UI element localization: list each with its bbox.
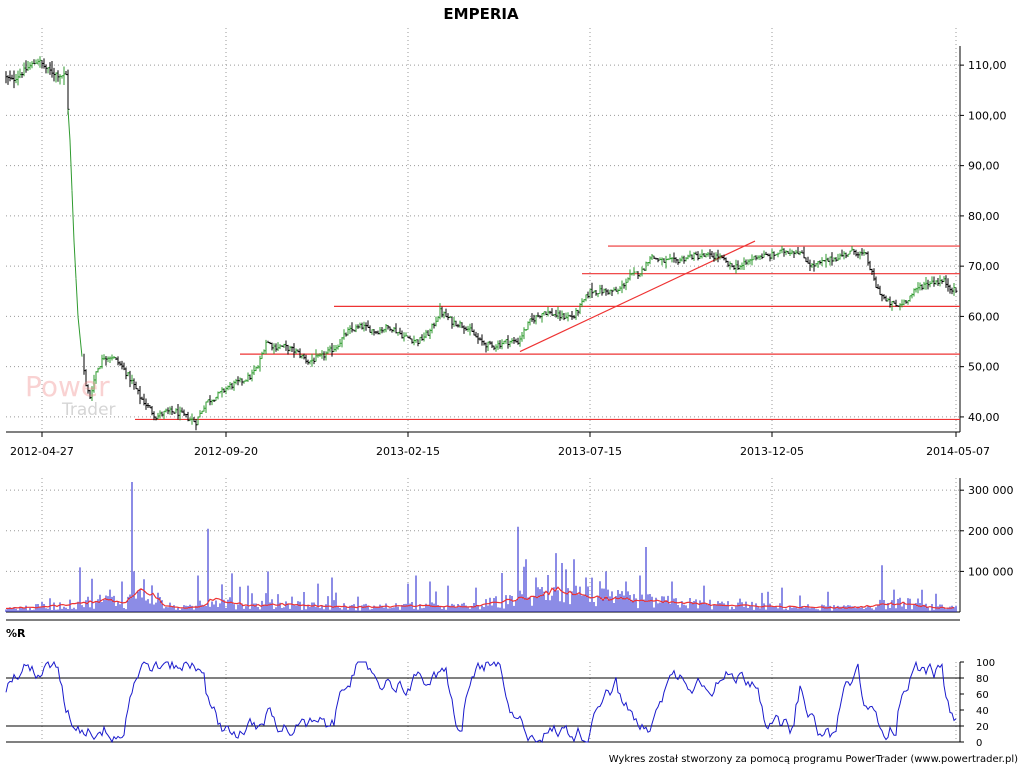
price-bar [75, 278, 79, 317]
volume-ytick-label: 300 000 [968, 484, 1014, 497]
williams-r-panel: 100 80 60 40 20 0 [5, 619, 995, 749]
price-ytick-label: 70,00 [968, 260, 1000, 273]
price-xtick-label: 2014-05-07 [926, 445, 990, 458]
price-ytick-label: 60,00 [968, 310, 1000, 323]
price-panel: 110,00 100,00 90,00 80,00 70,00 60,00 50,00 40,… [5, 28, 1007, 458]
price-bar [79, 336, 83, 357]
price-ytick-label: 100,00 [968, 109, 1007, 122]
price-bar [67, 109, 71, 141]
price-ytick-label: 40,00 [968, 411, 1000, 424]
price-xtick-label: 2012-04-27 [10, 445, 74, 458]
price-bar [77, 316, 81, 337]
williams-r-line [5, 660, 957, 744]
price-xtick-label: 2012-09-20 [194, 445, 258, 458]
price-bar [69, 140, 73, 191]
osc-ytick-label: 100 [976, 658, 995, 669]
price-ytick-label: 50,00 [968, 361, 1000, 374]
price-ytick-label: 80,00 [968, 210, 1000, 223]
osc-ytick-label: 0 [976, 738, 982, 749]
powertrader-logo: Power Trader [25, 370, 116, 420]
volume-ytick-label: 200 000 [968, 525, 1014, 538]
osc-ytick-label: 20 [976, 722, 989, 733]
price-xtick-label: 2013-12-05 [740, 445, 804, 458]
volume-panel: 300 000 200 000 100 000 [5, 478, 1014, 613]
chart-title: EMPERIA [443, 5, 519, 23]
price-xtick-label: 2013-07-15 [558, 445, 622, 458]
price-ytick-label: 90,00 [968, 160, 1000, 173]
price-xtick-label: 2013-02-15 [376, 445, 440, 458]
watermark-trader: Trader [61, 400, 116, 420]
osc-ytick-label: 60 [976, 690, 989, 701]
osc-ytick-label: 40 [976, 706, 989, 717]
volume-ytick-label: 100 000 [968, 565, 1014, 578]
footer-credit: Wykres został stworzony za pomocą progra… [609, 754, 1018, 765]
osc-ytick-label: 80 [976, 674, 989, 685]
oscillator-label: %R [6, 627, 26, 640]
price-bar [73, 240, 77, 279]
volume-moving-average [5, 586, 955, 610]
watermark-power: Power [25, 370, 110, 403]
price-ytick-label: 110,00 [968, 59, 1007, 72]
price-bar [71, 190, 75, 242]
